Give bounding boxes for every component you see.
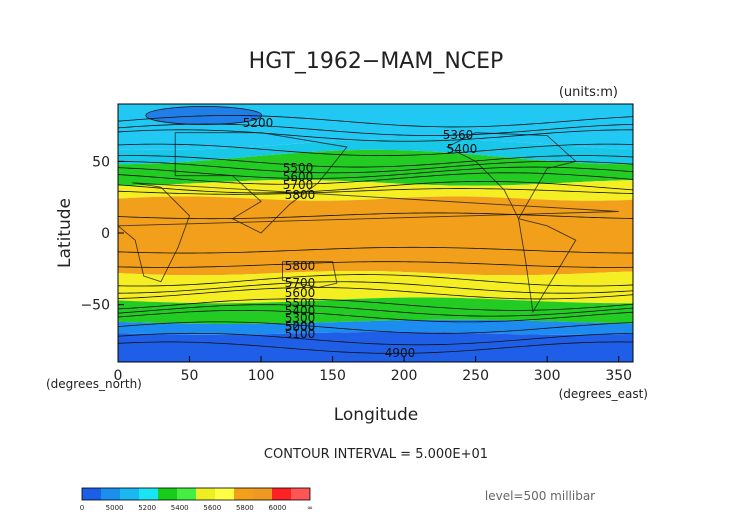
contour-line [118,212,633,220]
x-tick-label: 0 [114,368,123,384]
contour-line [118,123,633,136]
contour-label: 5700 [283,178,314,192]
x-tick-label: 150 [319,368,346,384]
colorbar-swatch [177,488,196,500]
contour-line [118,181,633,194]
x-tick-label: 350 [605,368,632,384]
colorbar-frame [81,487,311,501]
y-unit-label: (degrees_north) [46,377,142,391]
contour-line [118,115,633,128]
x-tick-label: 250 [462,368,489,384]
contour-line [118,321,633,334]
y-tick-label: 0 [101,226,110,242]
colorbar-label: 5200 [138,504,156,512]
contour-line [118,287,633,300]
contour-label: 4900 [385,346,416,360]
contour-line [118,304,633,317]
contour-line [118,188,633,195]
coastline [118,182,619,283]
y-axis-label: Latitude [55,198,75,268]
contour-label: 5700 [285,276,316,290]
contour-label: 5800 [285,188,316,202]
contour-label: 5400 [447,142,478,156]
contour-label: 5500 [283,161,314,175]
colorbar: 0 5000 5200 5400 5600 5800 6000 ∞ [80,487,313,512]
colorbar-label: 6000 [269,504,287,512]
colorbar-swatch [291,488,310,500]
height-band [118,297,633,325]
chart-title: HGT_1962−MAM_NCEP [249,49,504,74]
contour-label: 5360 [443,128,474,142]
colorbar-swatch [120,488,139,500]
colorbar-swatch [101,488,120,500]
contour-line [118,274,633,287]
colorbar-label: ∞ [307,504,313,512]
contour-line [118,332,633,346]
contour-label: 5300 [285,311,316,325]
colorbar-label: 5000 [106,504,124,512]
colorbar-swatch [215,488,234,500]
x-axis-label: Longitude [334,405,419,425]
colorbar-swatch [196,488,215,500]
contour-line [118,155,633,168]
height-band [118,270,633,304]
contour-line [118,166,633,179]
colorbar-swatch [158,488,177,500]
contour-label: 5800 [285,259,316,273]
colorbar-label: 5800 [236,504,254,512]
level-text: level=500 millibar [485,489,595,503]
x-tick-label: 100 [248,368,275,384]
height-band [118,331,633,362]
height-band [118,138,633,165]
coastline [446,132,577,220]
plot-area [118,104,633,362]
contour-line [118,143,633,157]
colorbar-swatch [253,488,272,500]
colorbar-label: 5400 [171,504,189,512]
contour-line [118,341,633,354]
coastline [517,218,577,314]
x-unit-label: (degrees_east) [559,387,648,401]
contour-label: 5000 [285,320,316,334]
contour-label: 5200 [285,319,316,333]
contour-line [118,246,633,254]
contour-label: 5600 [285,286,316,300]
x-tick-label: 200 [391,368,418,384]
height-band [118,196,633,276]
y-tick-label: −50 [80,298,110,314]
coastline [174,132,348,234]
colorbar-swatch [272,488,291,500]
colorbar-label: 5600 [203,504,221,512]
contour-line [118,129,633,142]
contour-label: 5100 [285,327,316,341]
contour-label: 5400 [285,304,316,318]
contour-label: 5600 [283,170,314,184]
x-tick-label: 50 [181,368,199,384]
contour-line [118,281,633,294]
x-tick-label: 300 [534,368,561,384]
contour-line [118,261,633,268]
y-tick-label: 50 [92,154,110,170]
contour-label: 5200 [243,116,274,130]
colorbar-swatch [234,488,253,500]
contour-line [118,172,633,185]
units-label: (units:m) [559,85,618,100]
contour-label: 5500 [285,296,316,310]
contour-line [118,298,633,311]
colorbar-swatch [139,488,158,500]
coastline [282,261,338,288]
contour-interval-text: CONTOUR INTERVAL = 5.000E+01 [264,447,488,462]
colorbar-swatch [82,488,101,500]
contour-line [118,160,633,174]
colorbar-label: 0 [80,504,84,512]
contour-line [118,310,633,323]
